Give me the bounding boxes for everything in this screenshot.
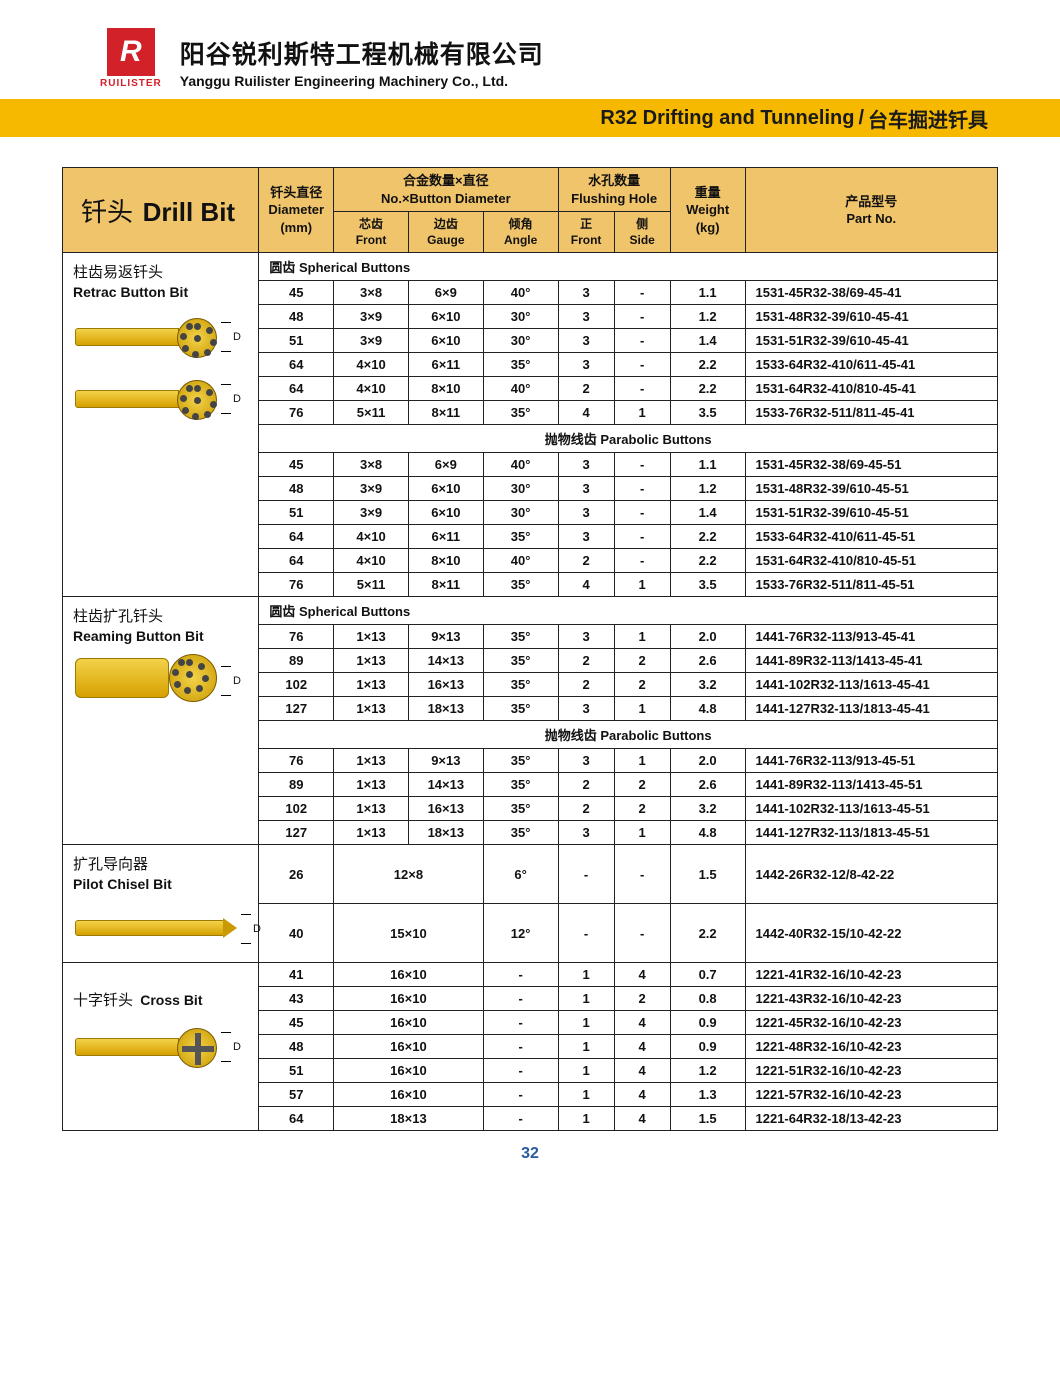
table-body: 柱齿易返钎头 Retrac Button Bit 圆齿 Spherical Bu… [63, 253, 998, 1131]
hdr-part-cn: 产品型号 [752, 193, 991, 211]
logo-brand: RUILISTER [100, 78, 162, 89]
hdr-front-cn: 芯齿 [340, 216, 402, 232]
hdr-angle: 倾角Angle [483, 212, 558, 253]
spec-table: 钎头 Drill Bit 钎头直径 Diameter (mm) 合金数量×直径 … [62, 167, 998, 1131]
hdr-dia-en1: Diameter [265, 201, 327, 219]
hdr-gauge-en: Gauge [415, 232, 477, 248]
title-slash: / [858, 107, 864, 130]
company-name-en: Yanggu Ruilister Engineering Machinery C… [180, 73, 544, 89]
hdr-hfront-en: Front [565, 232, 608, 248]
hdr-gauge: 边齿Gauge [408, 212, 483, 253]
company-block: 阳谷锐利斯特工程机械有限公司 Yanggu Ruilister Engineer… [180, 35, 544, 89]
group-ream: 柱齿扩孔钎头 Reaming Button Bit [63, 597, 259, 845]
group-cross: 十字钎头 Cross Bit [63, 963, 259, 1131]
logo: R RUILISTER [100, 28, 162, 89]
content: 钎头 Drill Bit 钎头直径 Diameter (mm) 合金数量×直径 … [0, 137, 1060, 1163]
header: R RUILISTER 阳谷锐利斯特工程机械有限公司 Yanggu Ruilis… [0, 0, 1060, 99]
table-row: 柱齿扩孔钎头 Reaming Button Bit 圆齿 Spherical B… [63, 597, 998, 625]
table-row: 十字钎头 Cross Bit 41 16×10 - 14 0.71221-41R… [63, 963, 998, 987]
corner-en: Drill Bit [143, 197, 235, 227]
pilot-bit-icon [73, 900, 233, 954]
page: R RUILISTER 阳谷锐利斯特工程机械有限公司 Yanggu Ruilis… [0, 0, 1060, 1193]
hdr-button: 合金数量×直径 No.×Button Diameter [334, 168, 558, 212]
hdr-weight: 重量 Weight (kg) [670, 168, 745, 253]
hdr-flush-en: Flushing Hole [565, 190, 664, 208]
hdr-btn-cn: 合金数量×直径 [340, 172, 551, 190]
hdr-angle-cn: 倾角 [490, 216, 552, 232]
hdr-hside-en: Side [621, 232, 664, 248]
table-row: 柱齿易返钎头 Retrac Button Bit 圆齿 Spherical Bu… [63, 253, 998, 281]
hdr-flush-cn: 水孔数量 [565, 172, 664, 190]
hdr-part: 产品型号 Part No. [745, 168, 997, 253]
hdr-btn-en: No.×Button Diameter [340, 190, 551, 208]
drill-bit-icon [73, 308, 233, 362]
hdr-wt-en1: Weight [677, 201, 739, 219]
hdr-angle-en: Angle [490, 232, 552, 248]
hdr-dia-cn: 钎头直径 [265, 184, 327, 202]
cross-bit-icon [73, 1018, 233, 1072]
title-cn: 台车掘进钎具 [868, 104, 988, 133]
drill-bit-icon [73, 370, 233, 424]
hdr-hside-cn: 侧 [621, 216, 664, 232]
hdr-diameter: 钎头直径 Diameter (mm) [259, 168, 334, 253]
table-row: 扩孔导向器 Pilot Chisel Bit 26 12×8 6° -- 1.5… [63, 845, 998, 904]
hdr-wt-cn: 重量 [677, 184, 739, 202]
logo-square: R [107, 28, 155, 76]
page-number: 32 [62, 1145, 998, 1163]
hdr-hfront: 正Front [558, 212, 614, 253]
title-en: R32 Drifting and Tunneling [600, 107, 854, 130]
corner-cell: 钎头 Drill Bit [63, 168, 259, 253]
hdr-dia-en2: (mm) [265, 219, 327, 237]
company-name-cn: 阳谷锐利斯特工程机械有限公司 [180, 35, 544, 71]
hdr-front-en: Front [340, 232, 402, 248]
hdr-gauge-cn: 边齿 [415, 216, 477, 232]
reaming-bit-icon [73, 652, 233, 706]
hdr-flush: 水孔数量 Flushing Hole [558, 168, 670, 212]
hdr-hside: 侧Side [614, 212, 670, 253]
hdr-hfront-cn: 正 [565, 216, 608, 232]
group-retrac: 柱齿易返钎头 Retrac Button Bit [63, 253, 259, 597]
title-bar: R32 Drifting and Tunneling / 台车掘进钎具 [0, 99, 1060, 137]
corner-cn: 钎头 [81, 197, 133, 227]
logo-letter: R [120, 35, 142, 69]
hdr-front: 芯齿Front [334, 212, 409, 253]
group-pilot: 扩孔导向器 Pilot Chisel Bit [63, 845, 259, 963]
hdr-part-en: Part No. [752, 210, 991, 228]
hdr-wt-en2: (kg) [677, 219, 739, 237]
